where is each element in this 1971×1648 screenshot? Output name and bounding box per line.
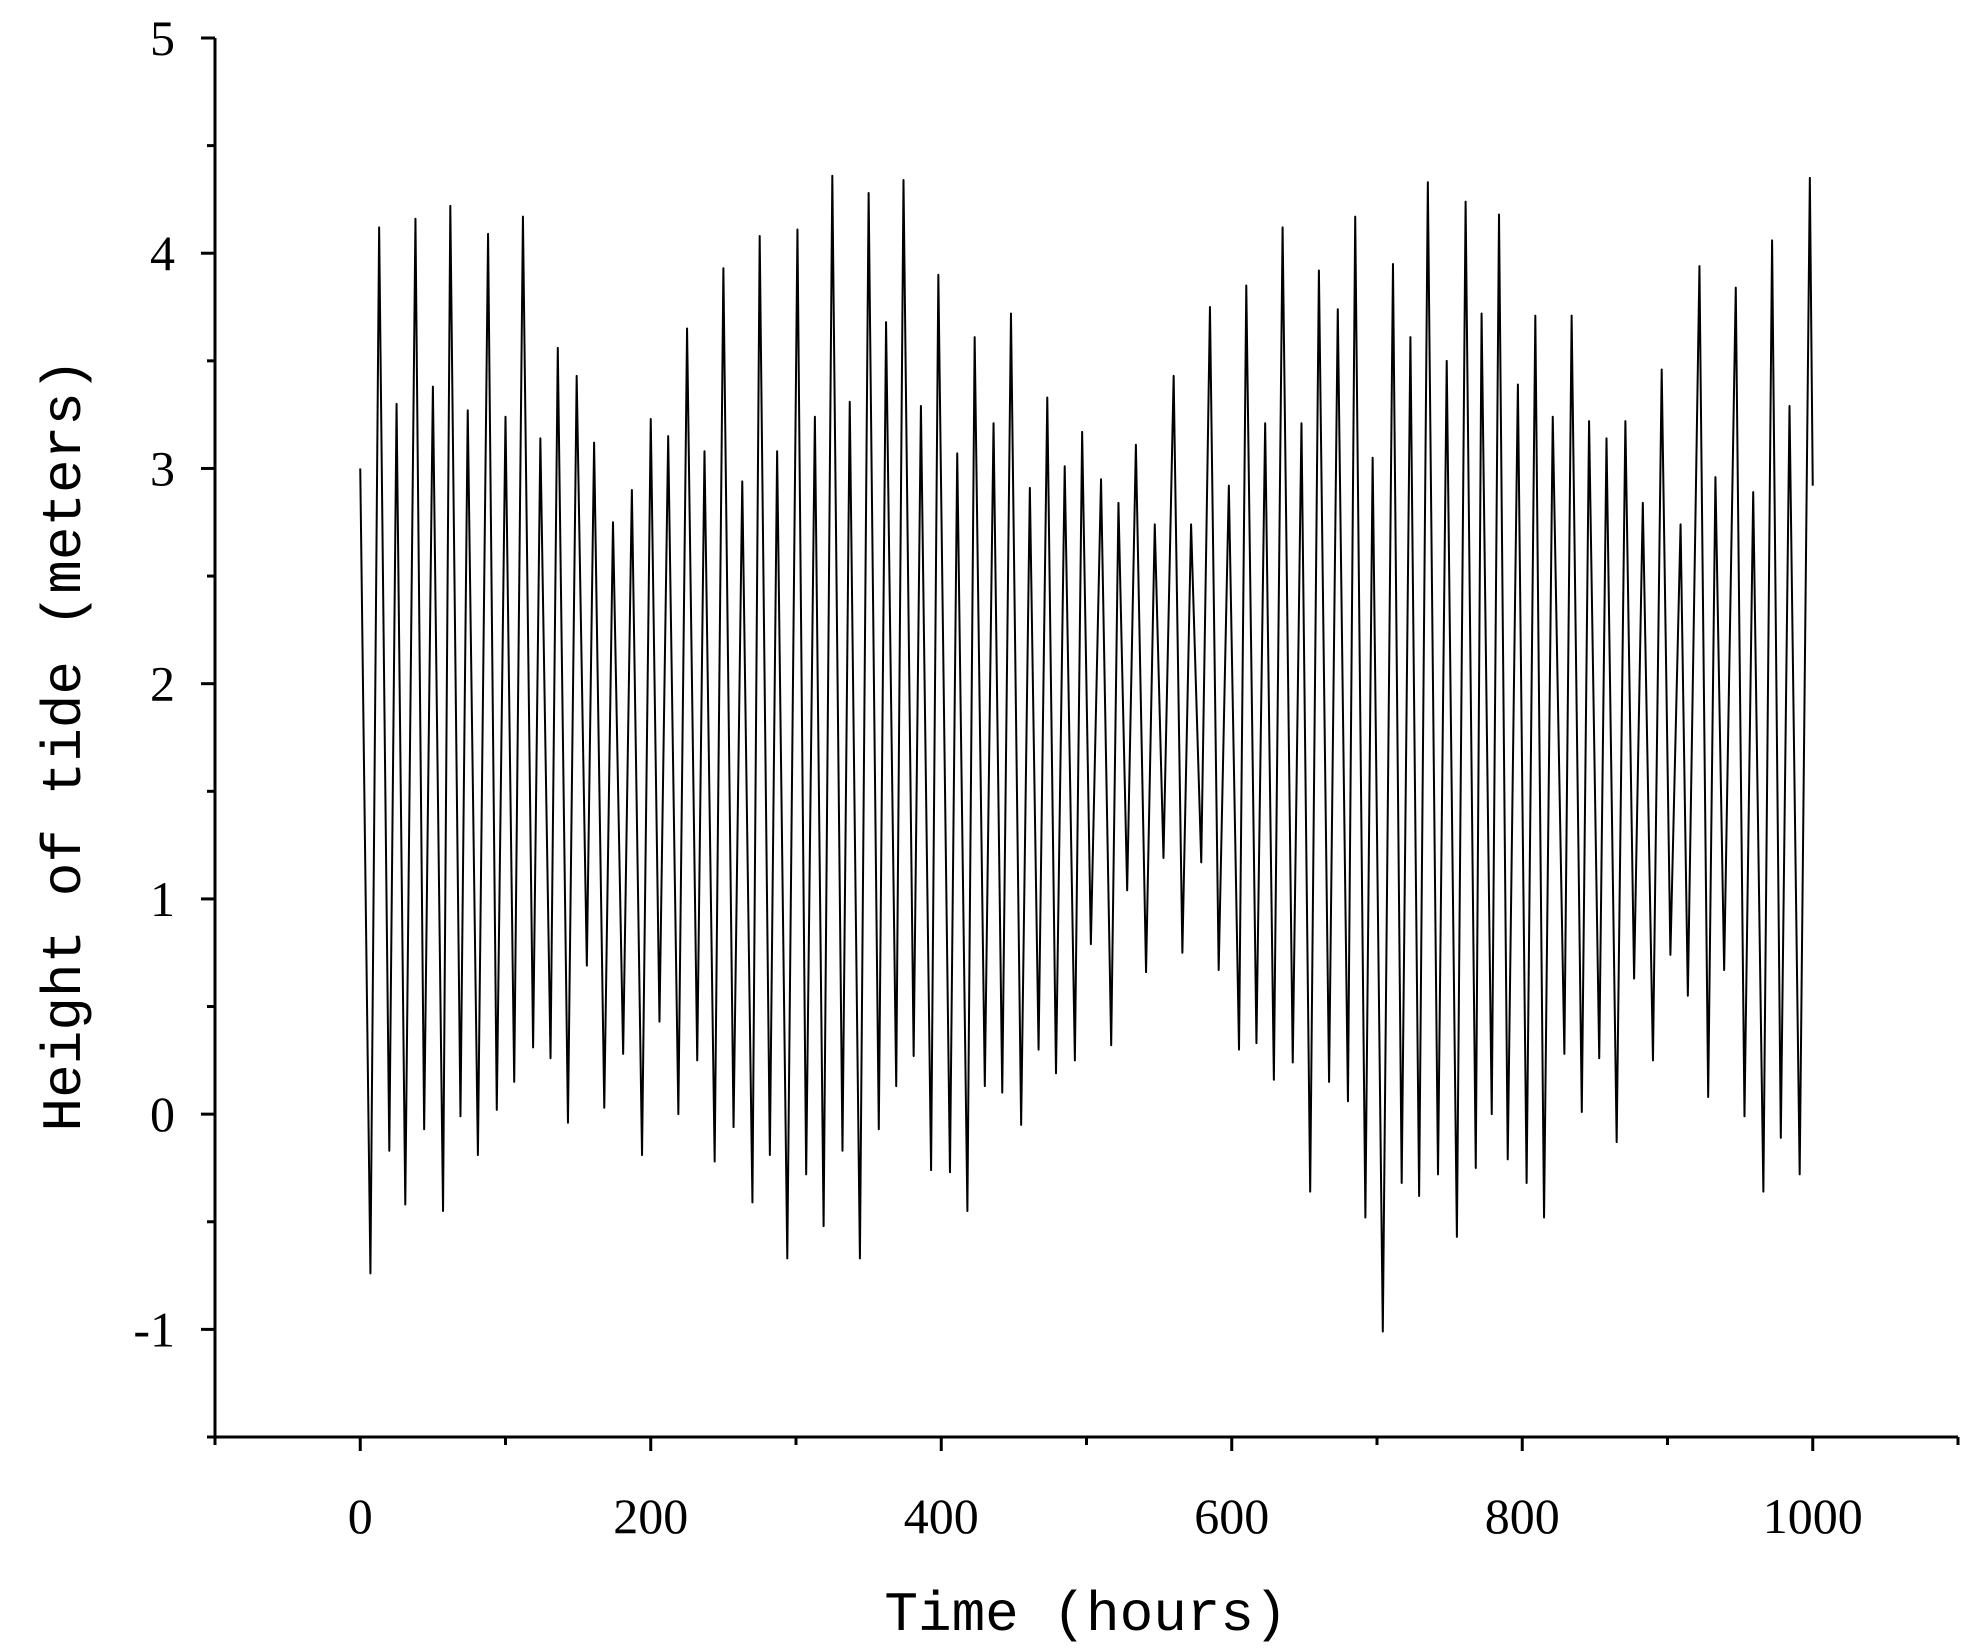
x-tick-label: 1000	[1763, 1488, 1863, 1544]
x-tick-label: 600	[1194, 1488, 1269, 1544]
y-tick-label: 0	[150, 1086, 175, 1142]
y-tick-label: 1	[150, 871, 175, 927]
tide-line	[359, 174, 1814, 1333]
y-tick-label: 5	[150, 10, 175, 66]
y-tick-label: 4	[150, 225, 175, 281]
x-tick-label: 0	[348, 1488, 373, 1544]
x-tick-label: 400	[904, 1488, 979, 1544]
x-axis-title: Time (hours)	[884, 1583, 1287, 1647]
x-tick-label: 200	[613, 1488, 688, 1544]
y-axis-title: Height of tide (meters)	[33, 359, 97, 1132]
x-tick-label: 800	[1485, 1488, 1560, 1544]
y-tick-label: -1	[133, 1301, 175, 1357]
y-tick-label: 2	[150, 656, 175, 712]
y-tick-label: 3	[150, 440, 175, 496]
